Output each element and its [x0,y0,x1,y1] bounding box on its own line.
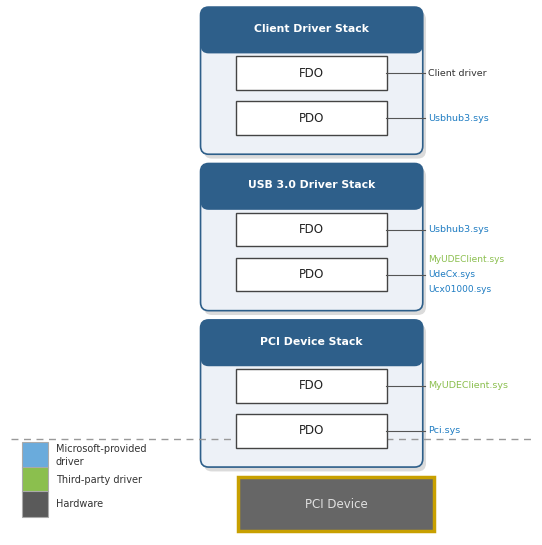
FancyBboxPatch shape [236,101,387,135]
Bar [22,442,48,468]
Text: Usbhub3.sys: Usbhub3.sys [428,225,489,234]
Text: PCI Device Stack: PCI Device Stack [260,337,363,347]
Text: MyUDEClient.sys: MyUDEClient.sys [428,382,508,391]
Text: UdeCx.sys: UdeCx.sys [428,270,475,279]
Text: FDO: FDO [299,379,324,392]
Text: Usbhub3.sys: Usbhub3.sys [428,113,489,123]
FancyBboxPatch shape [201,320,423,366]
FancyBboxPatch shape [201,7,423,154]
FancyBboxPatch shape [204,324,426,471]
FancyBboxPatch shape [236,258,387,292]
Text: PDO: PDO [299,112,324,125]
Bar [209,31,415,45]
Text: Pci.sys: Pci.sys [428,426,461,435]
Bar [238,477,434,531]
Bar [209,343,415,358]
Text: Microsoft-provided: Microsoft-provided [56,444,146,453]
FancyBboxPatch shape [201,7,423,53]
FancyBboxPatch shape [201,164,423,210]
Text: Hardware: Hardware [56,499,103,509]
FancyBboxPatch shape [236,213,387,246]
Text: driver: driver [56,457,85,467]
FancyBboxPatch shape [201,164,423,311]
FancyBboxPatch shape [236,56,387,90]
Bar [22,491,48,517]
Text: Client driver: Client driver [428,69,487,78]
Text: PDO: PDO [299,425,324,438]
Bar [209,186,415,202]
Text: Third-party driver: Third-party driver [56,475,142,485]
FancyBboxPatch shape [236,369,387,403]
Text: USB 3.0 Driver Stack: USB 3.0 Driver Stack [248,180,375,190]
FancyBboxPatch shape [236,414,387,448]
FancyBboxPatch shape [201,320,423,467]
Text: PDO: PDO [299,268,324,281]
Text: Client Driver Stack: Client Driver Stack [254,24,369,34]
Text: MyUDEClient.sys: MyUDEClient.sys [428,255,504,264]
Text: FDO: FDO [299,66,324,80]
FancyBboxPatch shape [204,168,426,315]
Text: Ucx01000.sys: Ucx01000.sys [428,285,491,294]
Text: PCI Device: PCI Device [305,498,367,511]
Text: FDO: FDO [299,223,324,236]
FancyBboxPatch shape [204,11,426,159]
Bar [22,467,48,493]
